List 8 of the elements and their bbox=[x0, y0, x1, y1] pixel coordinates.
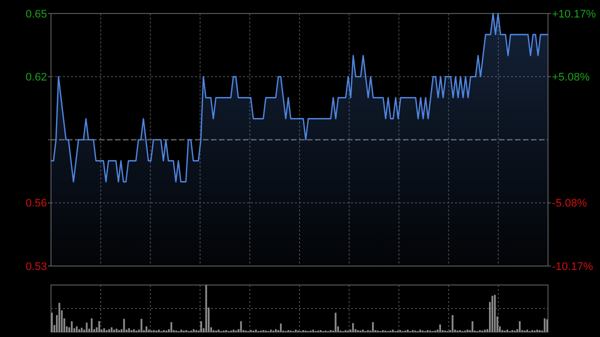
y2-tick-label: -5.08% bbox=[552, 198, 588, 210]
y-tick-label: 0.56 bbox=[26, 198, 47, 210]
y2-tick-label: +10.17% bbox=[552, 8, 596, 20]
y-tick-label: 0.65 bbox=[26, 8, 47, 20]
y-tick-label: 0.53 bbox=[26, 260, 47, 273]
y2-tick-label: -10.17% bbox=[552, 260, 594, 273]
y2-tick-label: +5.08% bbox=[552, 72, 590, 84]
y-tick-label: 0.62 bbox=[26, 71, 47, 84]
